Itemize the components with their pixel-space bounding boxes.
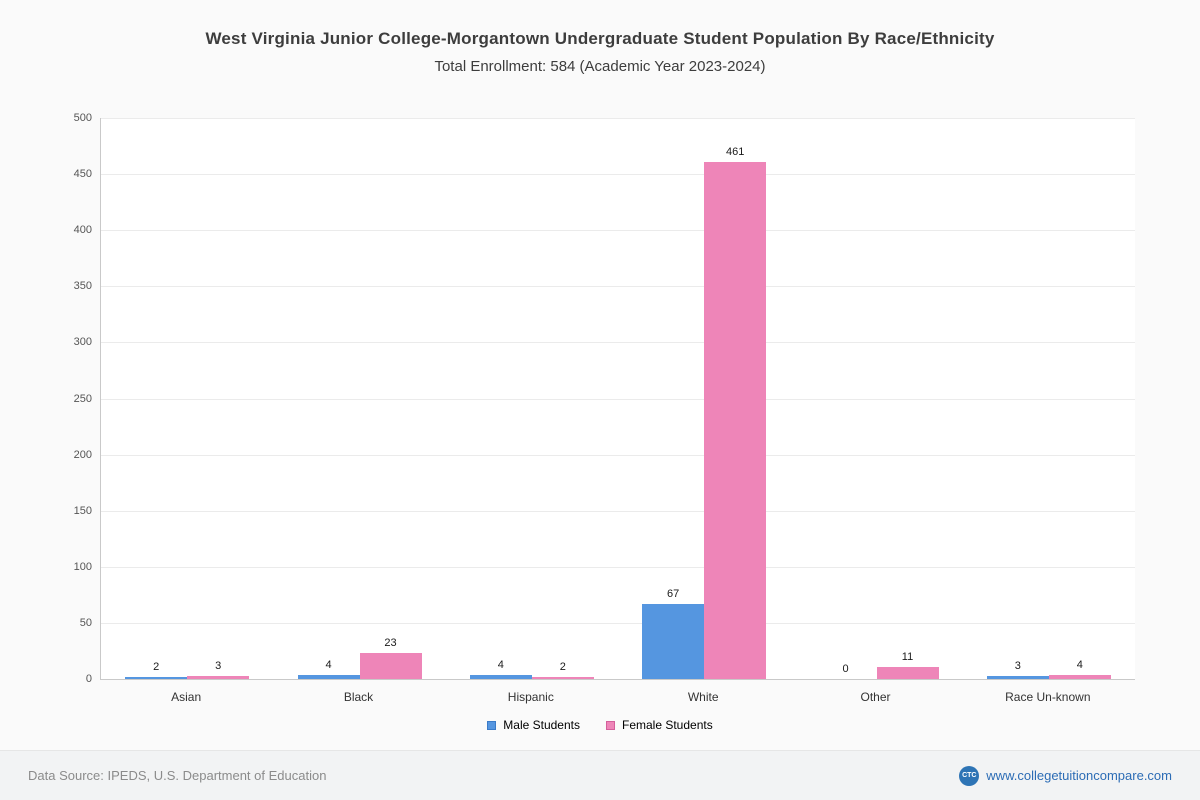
data-source-text: Data Source: IPEDS, U.S. Department of E…	[28, 768, 327, 783]
bar-female-race-un-known	[1048, 674, 1111, 679]
chart-title: West Virginia Junior College-Morgantown …	[205, 29, 995, 48]
bar-male-hispanic	[469, 674, 532, 679]
y-axis: 0 50 100 150 200 250 300 350 400 450 500	[0, 112, 92, 685]
y-axis-tick-label: 0	[85, 673, 92, 685]
bar-value-label: 3	[1014, 659, 1021, 672]
bar-male-asian	[125, 676, 188, 679]
legend-label: Female Students	[622, 718, 713, 732]
legend-label: Male Students	[503, 718, 580, 732]
bar-female-other	[876, 666, 939, 679]
gridline	[101, 286, 1135, 288]
gridline	[101, 454, 1135, 456]
gridline	[101, 230, 1135, 232]
gridline	[101, 342, 1135, 344]
gridline	[101, 510, 1135, 512]
gridline	[101, 398, 1135, 400]
bar-male-white	[642, 603, 705, 679]
y-axis-tick-label: 50	[79, 616, 92, 629]
bar-value-label: 2	[153, 660, 160, 673]
legend-marker-icon	[487, 720, 497, 730]
bar-value-label: 3	[215, 659, 222, 672]
y-axis-tick-label: 500	[73, 112, 92, 124]
gridline	[101, 566, 1135, 568]
bar-value-label: 2	[559, 660, 566, 673]
chart-header: West Virginia Junior College-Morgantown …	[0, 0, 1200, 75]
x-axis-category-label: White	[687, 690, 719, 704]
legend-marker-icon	[606, 720, 615, 730]
y-axis-tick-label: 100	[73, 560, 92, 573]
footer-bar: Data Source: IPEDS, U.S. Department of E…	[0, 750, 1200, 800]
legend: Male Students Female Students	[0, 718, 1200, 732]
bar-value-label: 4	[497, 658, 504, 671]
website-link[interactable]: www.collegetuitioncompare.com	[986, 768, 1172, 783]
x-axis-category-label: Black	[343, 690, 374, 704]
gridline	[101, 622, 1135, 624]
bar-female-white	[704, 161, 767, 679]
bar-value-label: 67	[667, 587, 680, 600]
legend-item-male-students: Male Students	[487, 718, 580, 732]
y-axis-tick-label: 350	[73, 280, 92, 293]
bar-value-label: 4	[1076, 658, 1083, 671]
bar-male-race-un-known	[986, 675, 1049, 679]
bar-value-label: 11	[901, 650, 914, 663]
chart-subtitle: Total Enrollment: 584 (Academic Year 202…	[434, 58, 766, 75]
y-axis-tick-label: 250	[73, 392, 92, 405]
y-axis-tick-label: 450	[73, 168, 92, 181]
y-axis-tick-label: 300	[73, 336, 92, 349]
x-axis-category-label: Other	[860, 690, 891, 704]
bar-female-asian	[187, 675, 250, 679]
x-axis-category-label: Asian	[171, 690, 202, 704]
x-axis-category-label: Race Un-known	[1005, 690, 1091, 704]
x-axis: Asian Black Hispanic White Other Race Un-know…	[100, 690, 1135, 708]
bar-value-label: 4	[325, 658, 332, 671]
bar-value-label: 23	[384, 637, 397, 650]
bar-male-black	[297, 674, 360, 679]
ctc-logo-icon[interactable]: CTC	[959, 765, 980, 786]
gridline	[101, 118, 1135, 119]
gridline	[101, 174, 1135, 176]
y-axis-tick-label: 200	[73, 448, 92, 461]
plot-area: 2 3 4 23 4 2 67 461 0 11 3 4	[100, 118, 1135, 680]
x-axis-category-label: Hispanic	[507, 690, 554, 704]
bar-female-black	[359, 653, 422, 679]
bar-value-label: 461	[725, 145, 745, 158]
legend-item-female-students: Female Students	[606, 718, 713, 732]
bar-female-hispanic	[531, 676, 594, 679]
y-axis-tick-label: 400	[73, 224, 92, 237]
footer-site: CTC www.collegetuitioncompare.com	[959, 765, 1172, 786]
bar-value-label: 0	[842, 663, 849, 675]
y-axis-tick-label: 150	[73, 504, 92, 517]
